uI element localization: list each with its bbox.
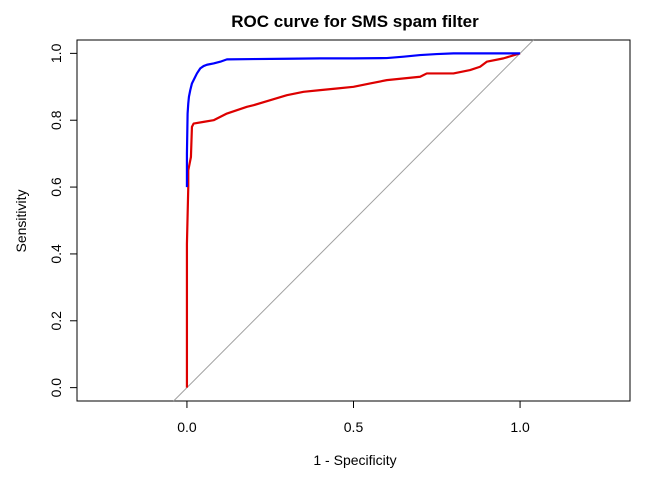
y-tick-label: 0.2	[48, 311, 64, 331]
chart-title: ROC curve for SMS spam filter	[231, 12, 479, 31]
x-tick-label: 0.0	[177, 419, 197, 435]
roc-series-line-1	[185, 52, 521, 188]
y-axis-label: Sensitivity	[13, 189, 29, 252]
y-tick-label: 0.4	[48, 244, 64, 264]
y-tick-label: 0.0	[48, 378, 64, 398]
x-tick-label: 0.5	[344, 419, 364, 435]
y-tick-label: 1.0	[48, 43, 64, 63]
plot-area: 0.0 0.5 1.0 0.0 0.2 0.4 0.6 0.8 1.0	[48, 39, 631, 435]
roc-series-line-2	[185, 52, 521, 388]
y-tick-label: 0.6	[48, 177, 64, 197]
x-tick-label: 1.0	[510, 419, 530, 435]
reference-diagonal-line	[173, 39, 534, 402]
y-tick-label: 0.8	[48, 110, 64, 130]
x-axis-label: 1 - Specificity	[313, 452, 396, 468]
